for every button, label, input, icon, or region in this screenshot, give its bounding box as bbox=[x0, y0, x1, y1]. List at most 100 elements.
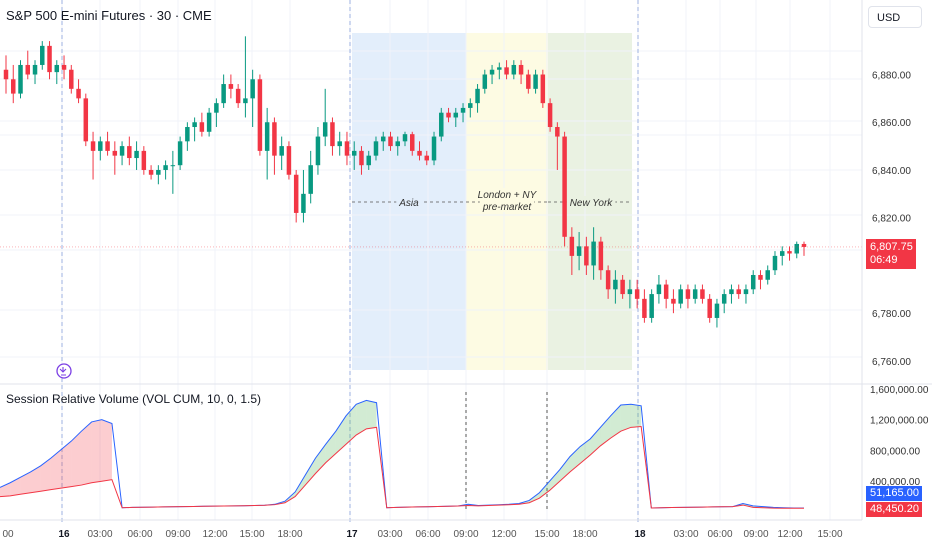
price-tick-label: 6,860.00 bbox=[872, 118, 911, 129]
bar-countdown: 06:49 bbox=[870, 253, 898, 266]
candle bbox=[685, 289, 691, 299]
candle bbox=[576, 246, 582, 256]
candle bbox=[134, 150, 139, 159]
candle bbox=[736, 289, 741, 295]
time-tick-label: 18:00 bbox=[572, 529, 597, 540]
volume-fill bbox=[30, 465, 41, 493]
candle bbox=[83, 98, 89, 142]
candle bbox=[315, 136, 321, 166]
candle bbox=[54, 64, 60, 73]
candle bbox=[424, 155, 430, 161]
candle bbox=[264, 122, 270, 151]
volume-tick-label: 800,000.00 bbox=[870, 446, 920, 457]
time-tick-label: 17 bbox=[346, 529, 358, 540]
price-tick-label: 6,820.00 bbox=[872, 214, 911, 225]
time-tick-label: 12:00 bbox=[202, 529, 227, 540]
candle bbox=[235, 88, 241, 104]
volume-fill bbox=[101, 419, 112, 482]
current-price-value: 6,807.75 bbox=[870, 240, 913, 253]
candle bbox=[127, 146, 132, 159]
candle bbox=[330, 122, 335, 147]
volume-fill bbox=[356, 400, 367, 436]
candle bbox=[112, 150, 118, 156]
current-volume-label: 51,165.00 bbox=[866, 486, 922, 501]
current-price-label: 6,807.75 06:49 bbox=[866, 238, 916, 269]
candle bbox=[758, 274, 763, 280]
currency-selector[interactable]: USD bbox=[868, 6, 922, 28]
candle bbox=[402, 134, 408, 142]
candle bbox=[591, 241, 596, 266]
candle bbox=[634, 289, 640, 299]
volume-fill bbox=[71, 431, 82, 487]
event-marker-icon[interactable] bbox=[56, 363, 72, 379]
time-tick-label: 12:00 bbox=[777, 529, 802, 540]
volume-fill bbox=[295, 475, 306, 497]
session-label-bg bbox=[566, 196, 616, 208]
candle bbox=[446, 112, 451, 118]
candle bbox=[526, 74, 531, 89]
candle bbox=[460, 107, 466, 113]
candle bbox=[613, 279, 618, 290]
candle bbox=[221, 84, 226, 104]
candle bbox=[148, 169, 154, 175]
time-tick-label: 03:00 bbox=[377, 529, 402, 540]
candle bbox=[156, 169, 161, 175]
candle bbox=[410, 134, 415, 151]
candle bbox=[794, 243, 799, 254]
candle bbox=[627, 289, 633, 295]
price-tick-label: 6,840.00 bbox=[872, 166, 911, 177]
volume-tick-label: 1,200,000.00 bbox=[870, 416, 929, 427]
candle bbox=[765, 270, 770, 280]
time-tick-label: 18 bbox=[634, 529, 646, 540]
candle bbox=[395, 141, 400, 147]
candle bbox=[228, 84, 234, 89]
time-tick-label: 03:00 bbox=[673, 529, 698, 540]
candle bbox=[185, 127, 190, 142]
time-tick-label: 15:00 bbox=[239, 529, 264, 540]
candle bbox=[18, 64, 23, 94]
candle bbox=[279, 146, 284, 156]
candle bbox=[663, 284, 669, 299]
candle bbox=[721, 294, 727, 304]
volume-fill bbox=[539, 481, 550, 499]
candle bbox=[388, 136, 393, 147]
candle bbox=[714, 303, 720, 318]
volume-tick-label: 1,600,000.00 bbox=[870, 385, 929, 396]
candle bbox=[801, 243, 807, 247]
time-tick-label: 00 bbox=[2, 529, 14, 540]
session-label: pre-market bbox=[482, 202, 533, 213]
indicator-title[interactable]: Session Relative Volume (VOL CUM, 10, 0,… bbox=[6, 392, 261, 406]
price-tick-label: 6,780.00 bbox=[872, 309, 911, 320]
candle bbox=[98, 141, 103, 151]
candle bbox=[511, 64, 517, 75]
candle bbox=[533, 74, 538, 89]
candle bbox=[257, 79, 263, 151]
session-label-bg bbox=[479, 200, 535, 212]
candle bbox=[678, 289, 683, 304]
candle bbox=[47, 45, 52, 73]
time-tick-label: 12:00 bbox=[491, 529, 516, 540]
volume-fill bbox=[346, 404, 357, 445]
volume-fill bbox=[91, 419, 102, 483]
candle bbox=[373, 141, 379, 156]
candle bbox=[504, 67, 509, 75]
time-tick-label: 09:00 bbox=[743, 529, 768, 540]
candle bbox=[192, 122, 197, 128]
candle bbox=[656, 284, 662, 295]
candle bbox=[90, 141, 96, 151]
candle bbox=[707, 298, 712, 318]
volume-fill bbox=[559, 456, 570, 482]
candle bbox=[787, 251, 792, 254]
symbol-title[interactable]: S&P 500 E-mini Futures · 30 · CME bbox=[6, 8, 212, 23]
candle bbox=[344, 141, 350, 156]
candle bbox=[431, 136, 437, 161]
candle bbox=[605, 270, 611, 290]
candle bbox=[743, 289, 749, 295]
candle bbox=[779, 251, 785, 256]
time-tick-label: 16 bbox=[58, 529, 70, 540]
candle bbox=[32, 64, 38, 75]
volume-line bbox=[0, 399, 805, 509]
price-tick-label: 6,880.00 bbox=[872, 71, 911, 82]
candle bbox=[750, 274, 756, 290]
